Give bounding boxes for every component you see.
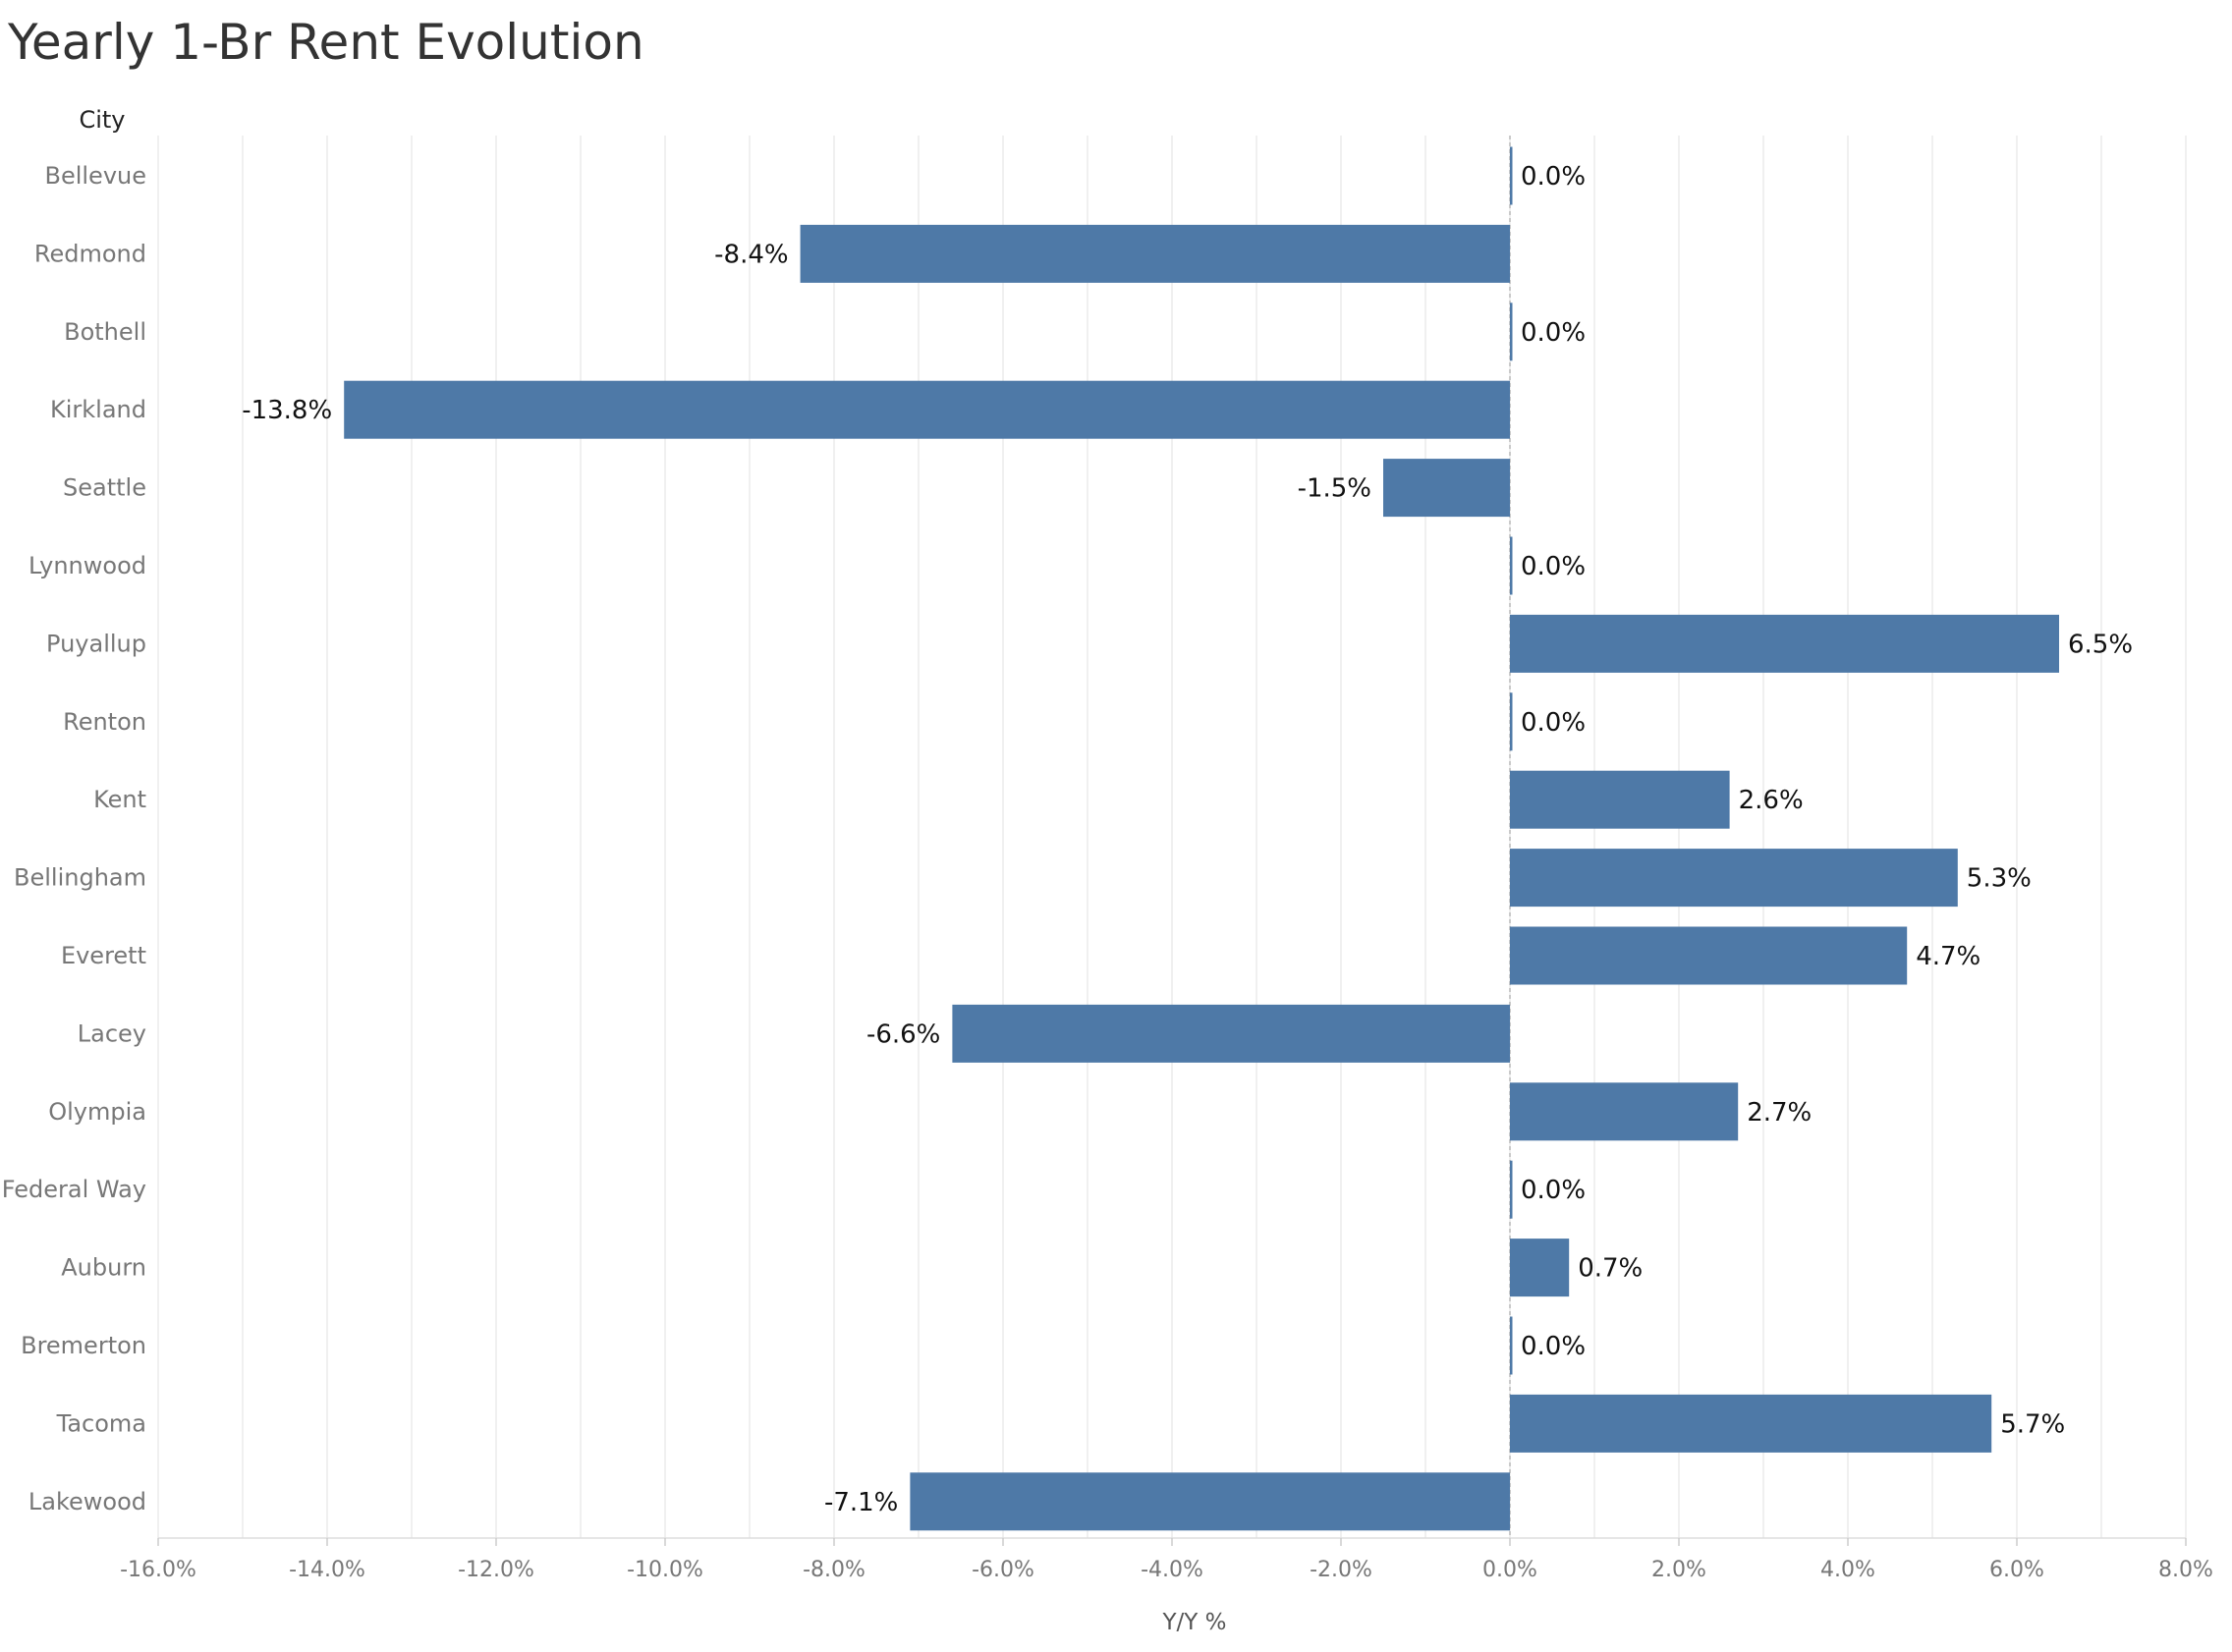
bar <box>1510 692 1513 751</box>
value-label: 2.7% <box>1747 1098 1812 1128</box>
category-label: Puyallup <box>46 630 146 657</box>
category-label: Bellevue <box>44 162 146 190</box>
value-label: 5.7% <box>2000 1409 2065 1439</box>
value-label: 0.0% <box>1521 162 1586 192</box>
x-tick-label: 6.0% <box>1989 1558 2044 1582</box>
value-label: 5.3% <box>1967 864 2032 894</box>
category-label: Bellingham <box>14 864 146 892</box>
value-label: 0.0% <box>1521 318 1586 348</box>
x-tick-label: -12.0% <box>458 1558 534 1582</box>
grid-lines <box>157 136 2187 1539</box>
bar <box>1510 536 1513 595</box>
bar <box>1510 614 2059 673</box>
category-label: Kirkland <box>50 396 146 423</box>
value-label: 0.0% <box>1521 552 1586 581</box>
value-label: -13.8% <box>242 396 332 425</box>
bar <box>1510 146 1513 205</box>
value-label: 0.0% <box>1521 1176 1586 1205</box>
x-tick-label: 4.0% <box>1820 1558 1875 1582</box>
value-label: -1.5% <box>1298 474 1371 504</box>
category-label: Kent <box>93 786 146 813</box>
chart-title: Yearly 1-Br Rent Evolution <box>8 14 644 71</box>
category-label: Everett <box>61 942 146 969</box>
category-label: Lakewood <box>28 1488 146 1515</box>
bar <box>1510 1082 1739 1141</box>
bar <box>1510 1316 1513 1375</box>
value-labels: 0.0% -8.4% 0.0% -13.8% -1.5% 0.0% 6.5% 0.0% 2.6%… <box>242 162 2133 1517</box>
value-label: 0.0% <box>1521 708 1586 738</box>
bar <box>1510 1160 1513 1219</box>
x-tick-label: -6.0% <box>972 1558 1034 1582</box>
x-tick-label: -14.0% <box>289 1558 365 1582</box>
category-label: Lynnwood <box>28 552 146 579</box>
category-label: Federal Way <box>2 1176 146 1203</box>
value-label: 6.5% <box>2068 630 2133 659</box>
value-label: 2.6% <box>1739 786 1804 815</box>
category-label: Bremerton <box>21 1332 146 1359</box>
x-axis-ticks: -16.0% -14.0% -12.0% -10.0% -8.0% -6.0% -4.0% -… <box>120 1538 2213 1582</box>
bar <box>1510 1239 1570 1297</box>
category-label: Redmond <box>34 240 146 267</box>
bars <box>344 146 2059 1531</box>
bar <box>800 224 1510 283</box>
category-label: Seattle <box>63 474 146 502</box>
x-tick-label: 8.0% <box>2158 1558 2213 1582</box>
bar <box>952 1004 1510 1063</box>
bar <box>1510 303 1513 361</box>
category-label: Bothell <box>64 318 146 346</box>
bar <box>344 380 1511 439</box>
x-tick-label: 2.0% <box>1651 1558 1706 1582</box>
x-tick-label: -4.0% <box>1141 1558 1203 1582</box>
category-labels: Bellevue Redmond Bothell Kirkland Seattle Lyn… <box>2 162 146 1515</box>
x-tick-label: -8.0% <box>803 1558 865 1582</box>
x-tick-label: -16.0% <box>120 1558 196 1582</box>
value-label: -7.1% <box>824 1488 898 1517</box>
bar <box>910 1472 1510 1531</box>
category-label: Renton <box>63 708 146 736</box>
category-label: Tacoma <box>56 1409 146 1437</box>
value-label: 0.0% <box>1521 1332 1586 1361</box>
value-label: -6.6% <box>866 1019 940 1049</box>
value-label: 4.7% <box>1916 942 1981 971</box>
row-header: City <box>79 106 125 134</box>
bar <box>1510 926 1908 985</box>
bar <box>1510 849 1958 908</box>
category-label: Olympia <box>48 1098 146 1126</box>
bar <box>1510 770 1730 829</box>
category-label: Lacey <box>78 1019 146 1047</box>
x-tick-label: -2.0% <box>1310 1558 1372 1582</box>
x-tick-label: 0.0% <box>1482 1558 1537 1582</box>
x-tick-label: -10.0% <box>627 1558 703 1582</box>
category-label: Auburn <box>61 1254 146 1282</box>
value-label: -8.4% <box>714 240 788 269</box>
bar <box>1510 1394 1992 1453</box>
bar <box>1383 459 1510 518</box>
value-label: 0.7% <box>1578 1254 1643 1284</box>
x-axis-title: Y/Y % <box>1161 1610 1226 1635</box>
